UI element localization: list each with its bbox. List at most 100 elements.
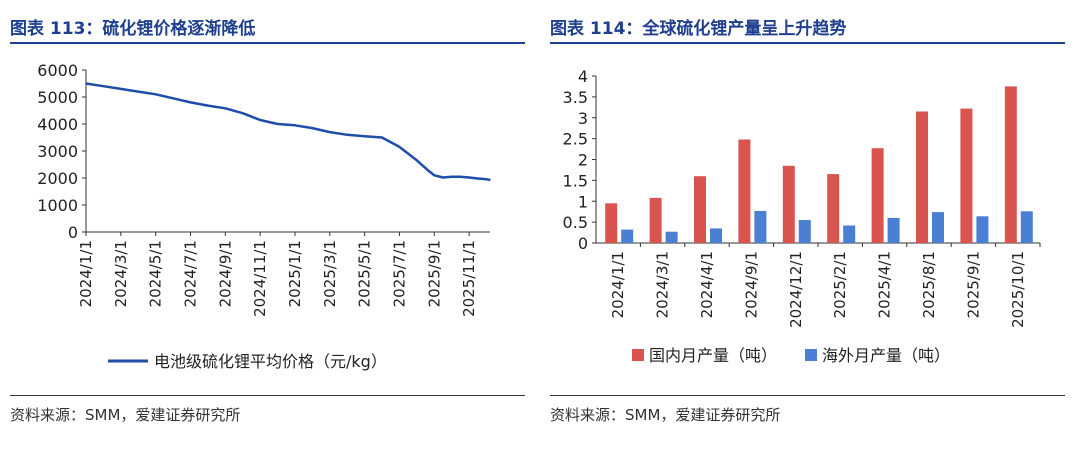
legend-overseas-swatch: [805, 349, 817, 361]
right-x-tick-label: 2025/9/1: [964, 251, 982, 318]
right-y-tick-label: 0: [578, 234, 588, 253]
price-data-point: [294, 124, 296, 127]
price-data-point: [346, 134, 349, 136]
left-y-tick-label: 5000: [37, 88, 78, 107]
right-y-tick-label: 1: [578, 192, 588, 211]
price-data-point: [442, 176, 444, 179]
left-y-tick-label: 3000: [37, 142, 78, 161]
left-y-tick-label: 2000: [37, 169, 78, 188]
right-x-tick-label: 2024/1/1: [609, 251, 627, 318]
left-x-tick-label: 2024/3/1: [112, 240, 130, 307]
price-data-point: [433, 174, 436, 177]
legend-domestic-label: 国内月产量（吨）: [649, 346, 777, 365]
right-x-tick-label: 2025/2/1: [831, 251, 849, 318]
price-data-point: [468, 176, 470, 179]
price-series-line: [85, 82, 491, 182]
price-data-point: [154, 93, 157, 96]
price-data-point: [137, 90, 139, 93]
price-data-point: [416, 159, 418, 162]
price-data-point: [241, 112, 244, 114]
left-x-tick-label: 2025/7/1: [390, 240, 408, 307]
overseas-bar: [798, 220, 811, 243]
right-bar-chart: 0 0.5 1 1.52 2.5 3 3.5 4 2024/1/1 2024/3/1 2024/4/…: [563, 67, 1041, 365]
domestic-bar: [1004, 86, 1017, 244]
domestic-bar: [605, 203, 618, 243]
price-data-point: [189, 101, 192, 104]
right-x-tick-label: 2025/8/1: [920, 251, 938, 318]
legend-label: 电池级硫化锂平均价格（元/kg）: [154, 352, 387, 371]
left-y-tick-label: 0: [68, 223, 78, 242]
price-data-point: [259, 119, 261, 121]
price-data-point: [477, 177, 479, 180]
price-data-point: [363, 135, 366, 137]
overseas-bar: [887, 217, 900, 243]
left-title-rule: [10, 42, 525, 44]
price-data-point: [459, 175, 462, 178]
domestic-bar: [738, 139, 751, 243]
right-y-tick-label: 4: [578, 67, 588, 86]
right-x-tick-label: 2024/12/1: [787, 251, 805, 328]
left-x-tick-label: 2025/1/1: [286, 240, 304, 307]
price-data-point: [276, 123, 279, 125]
price-data-point: [450, 175, 453, 178]
domestic-bar: [827, 174, 840, 243]
right-y-tick-label: 1.5: [563, 171, 588, 190]
price-data-point: [311, 127, 314, 129]
price-data-point: [224, 107, 227, 110]
left-x-tick-label: 2024/7/1: [181, 240, 199, 307]
overseas-bar: [754, 210, 767, 243]
left-y-tick-label: 1000: [37, 196, 78, 215]
left-x-tick-label: 2024/11/1: [251, 240, 269, 317]
right-x-tick-label: 2024/3/1: [654, 251, 672, 318]
right-bottom-rule: [550, 395, 1065, 396]
price-data-point: [102, 85, 105, 87]
overseas-bar: [843, 225, 856, 243]
left-figure-title: 图表 113：硫化锂价格逐渐降低: [10, 19, 256, 39]
right-x-tick-label: 2025/10/1: [1009, 251, 1027, 328]
overseas-bar: [1020, 211, 1033, 243]
right-y-tick-label: 2: [578, 151, 588, 170]
overseas-bar: [976, 216, 989, 243]
left-x-tick-label: 2024/9/1: [216, 240, 234, 307]
right-x-tick-label: 2024/4/1: [698, 251, 716, 318]
domestic-bar: [649, 197, 662, 243]
price-data-point: [485, 178, 488, 181]
domestic-bar: [960, 108, 973, 243]
domestic-bar: [916, 111, 928, 243]
left-line-chart: 0 1000 2000 3000 4000 5000 6000 2024/1/1 2024/3/…: [37, 61, 491, 371]
right-y-tick-label: 2.5: [563, 130, 588, 149]
price-data-point: [489, 179, 491, 181]
left-bottom-rule: [10, 395, 525, 396]
left-figure: 图表 113：硫化锂价格逐渐降低 0 1000 2000 3000 4000 5000 60…: [10, 19, 525, 424]
price-data-point: [398, 146, 401, 148]
left-y-tick-label: 4000: [37, 115, 78, 134]
price-data-point: [329, 131, 331, 133]
domestic-bar: [871, 148, 884, 243]
left-x-tick-label: 2025/3/1: [321, 240, 339, 307]
domestic-bar: [782, 165, 795, 243]
right-x-tick-label: 2024/9/1: [742, 251, 760, 318]
price-data-point: [428, 170, 430, 173]
right-source: 资料来源：SMM，爱建证券研究所: [550, 406, 781, 424]
legend-overseas-label: 海外月产量（吨）: [822, 346, 950, 365]
left-y-tick-label: 6000: [37, 61, 78, 80]
overseas-bar: [932, 212, 944, 243]
right-y-tick-label: 0.5: [563, 213, 588, 232]
price-data-point: [120, 88, 122, 90]
left-x-tick-label: 2024/1/1: [77, 240, 95, 307]
price-data-point: [381, 136, 383, 139]
overseas-bar: [621, 229, 634, 243]
right-figure-title: 图表 114：全球硫化锂产量呈上升趋势: [550, 19, 847, 39]
right-title-rule: [550, 42, 1065, 44]
price-data-point: [85, 82, 87, 85]
right-x-tick-label: 2025/4/1: [876, 251, 894, 318]
price-data-point: [207, 104, 209, 107]
left-x-tick-label: 2025/11/1: [460, 240, 478, 317]
right-figure: 图表 114：全球硫化锂产量呈上升趋势 0 0.5 1 1.5 2 2.5 3 3.5 4 202…: [540, 0, 1080, 454]
overseas-bar: [710, 228, 722, 243]
right-y-tick-label: 3.5: [563, 88, 588, 107]
overseas-bar: [665, 231, 678, 243]
legend-domestic-swatch: [632, 349, 644, 361]
left-source: 资料来源：SMM，爱建证券研究所: [10, 406, 241, 424]
domestic-bar: [694, 176, 706, 243]
